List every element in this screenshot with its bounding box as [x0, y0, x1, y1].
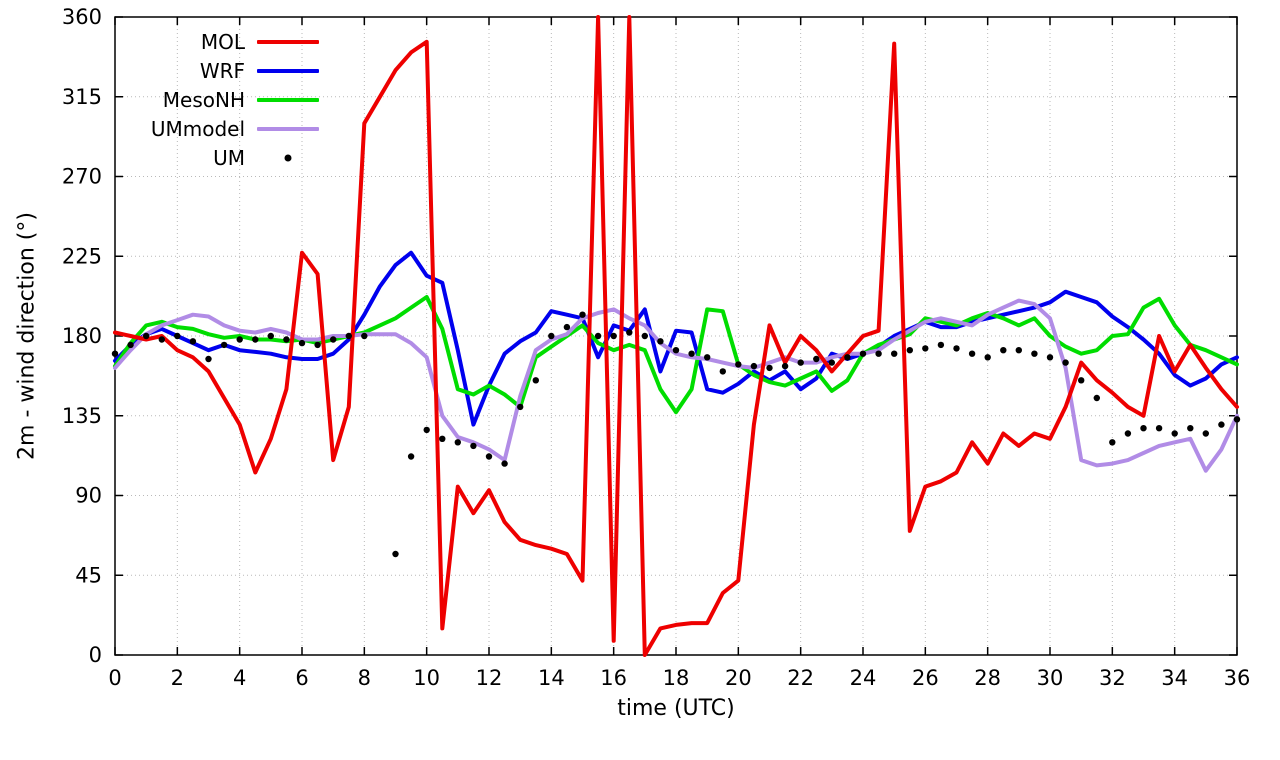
- legend-item-um: UM: [133, 143, 319, 172]
- legend-dot-sample-um: [257, 153, 319, 163]
- svg-text:225: 225: [62, 244, 102, 268]
- svg-text:0: 0: [108, 666, 121, 690]
- legend-label-um: UM: [213, 145, 245, 170]
- svg-text:180: 180: [62, 324, 102, 348]
- legend-label-mol: MOL: [200, 29, 245, 54]
- svg-text:28: 28: [974, 666, 1001, 690]
- x-axis-label: time (UTC): [617, 696, 735, 721]
- svg-text:45: 45: [75, 563, 102, 587]
- legend-line-sample-wrf: [257, 68, 319, 73]
- svg-text:10: 10: [413, 666, 440, 690]
- svg-text:2: 2: [171, 666, 184, 690]
- svg-text:12: 12: [476, 666, 503, 690]
- svg-text:26: 26: [912, 666, 939, 690]
- legend-item-mol: MOL: [133, 27, 319, 56]
- svg-text:360: 360: [62, 5, 102, 29]
- legend-label-mesonh: MesoNH: [162, 87, 245, 112]
- svg-text:90: 90: [75, 484, 102, 508]
- svg-text:18: 18: [663, 666, 690, 690]
- legend: MOL WRF MesoNH UMmodel UM: [133, 27, 319, 172]
- legend-line-sample-mol: [257, 39, 319, 44]
- legend-item-mesonh: MesoNH: [133, 85, 319, 114]
- y-axis-label: 2m - wind direction (°): [14, 212, 40, 460]
- svg-text:315: 315: [62, 85, 102, 109]
- legend-line-sample-mesonh: [257, 97, 319, 102]
- legend-label-ummodel: UMmodel: [150, 116, 245, 141]
- legend-item-wrf: WRF: [133, 56, 319, 85]
- svg-text:8: 8: [358, 666, 371, 690]
- legend-label-wrf: WRF: [199, 58, 245, 83]
- svg-text:6: 6: [295, 666, 308, 690]
- svg-text:32: 32: [1099, 666, 1126, 690]
- svg-text:4: 4: [233, 666, 246, 690]
- svg-text:14: 14: [538, 666, 565, 690]
- svg-text:20: 20: [725, 666, 752, 690]
- svg-text:22: 22: [787, 666, 814, 690]
- svg-text:36: 36: [1224, 666, 1251, 690]
- svg-text:270: 270: [62, 165, 102, 189]
- svg-text:0: 0: [89, 643, 102, 667]
- svg-text:16: 16: [600, 666, 627, 690]
- svg-text:30: 30: [1037, 666, 1064, 690]
- svg-text:34: 34: [1161, 666, 1188, 690]
- svg-text:24: 24: [850, 666, 877, 690]
- legend-line-sample-ummodel: [257, 126, 319, 131]
- legend-item-ummodel: UMmodel: [133, 114, 319, 143]
- svg-text:135: 135: [62, 404, 102, 428]
